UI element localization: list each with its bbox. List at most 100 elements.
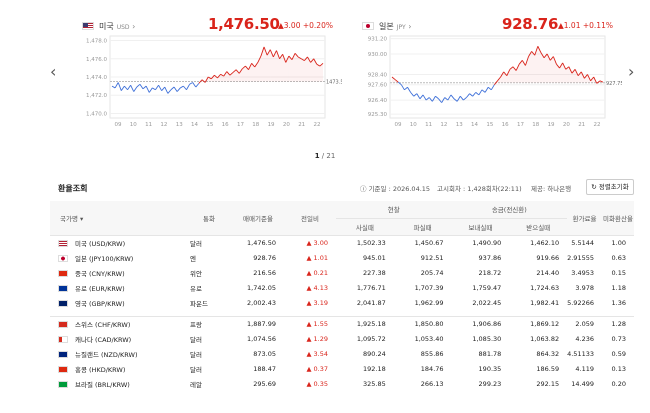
table-row[interactable]: 유로 (EUR/KRW) 유로 1,742.05 ▲ 4.13 1,776.71… (50, 280, 634, 295)
cash-buy-cell: 227.38 (363, 268, 386, 277)
series-segment (319, 62, 324, 67)
series-segment (220, 73, 224, 77)
series-segment (587, 74, 591, 82)
series-segment (400, 84, 405, 91)
series-segment (425, 97, 430, 101)
series-segment (453, 98, 458, 102)
change-cell: ▲ 3.19 (306, 298, 328, 307)
area-fill (534, 46, 538, 83)
series-segment (232, 69, 237, 73)
country-name[interactable]: 일본 (JPY100/KRW) (75, 254, 134, 263)
series-segment (204, 76, 209, 83)
series-segment (120, 85, 125, 91)
area-fill (519, 60, 523, 83)
cash-sell-cell: 1,962.99 (414, 298, 444, 307)
base-rate-cell: 188.47 (253, 364, 276, 373)
wire-send-cell: 1,490.90 (472, 238, 502, 247)
wire-recv-cell: 214.40 (536, 268, 560, 277)
wire-send-cell: 937.86 (478, 253, 502, 262)
flag-icon (58, 255, 68, 262)
series-segment (571, 69, 576, 74)
flag-icon (58, 321, 68, 329)
table-row[interactable]: 미국 (USD/KRW) 달러 1,476.50 ▲ 3.00 1,502.33… (50, 235, 634, 250)
col-usd-conv: 미화환산율 (602, 201, 634, 236)
area-fill (544, 53, 548, 83)
table-row[interactable]: 일본 (JPY100/KRW) 엔 928.76 ▲ 1.01 945.01 9… (50, 250, 634, 265)
cash-buy-cell: 1,776.71 (356, 283, 386, 292)
x-tick-label: 20 (563, 122, 570, 128)
country-name[interactable]: 스위스 (CHF/KRW) (75, 320, 131, 329)
area-fill (537, 46, 541, 83)
cash-sell-cell: 1,450.67 (414, 238, 444, 247)
table-row[interactable]: 브라질 (BRL/KRW) 레알 295.69 ▲ 0.35 325.85 26… (50, 376, 634, 391)
series-segment (201, 79, 206, 83)
carousel-next-button[interactable]: › (628, 62, 635, 81)
area-fill (559, 62, 563, 83)
area-fill (267, 49, 271, 82)
table-row[interactable]: 스위스 (CHF/KRW) 프랑 1,887.99 ▲ 1.55 1,925.1… (50, 316, 634, 331)
area-fill (205, 77, 209, 83)
table-row[interactable]: 홍콩 (HKD/KRW) 달러 188.47 ▲ 0.37 192.18 184… (50, 361, 634, 376)
country-name[interactable]: 유로 (EUR/KRW) (75, 284, 125, 293)
jpy-card[interactable]: 일본 JPY › 928.76 ▲1.01 +0.11% 931.20 930.00… (360, 8, 622, 128)
currency-cell: 프랑 (190, 320, 202, 329)
usd-card[interactable]: 미국 USD › 1,476.50 ▲3.00 +0.20% 1,478.0 1,4… (80, 8, 342, 128)
series-segment (214, 74, 218, 79)
x-tick-label: 12 (160, 122, 167, 128)
commission-cell: 3.978 (575, 283, 594, 292)
flag-icon (58, 381, 68, 388)
table-row[interactable]: 캐나다 (CAD/KRW) 달러 1,074.56 ▲ 1.29 1,095.7… (50, 331, 634, 346)
country-name[interactable]: 브라질 (BRL/KRW) (75, 380, 130, 389)
series-segment (192, 82, 197, 88)
area-fill (301, 58, 305, 82)
country-name[interactable]: 홍콩 (HKD/KRW) (75, 365, 126, 374)
x-tick-label: 13 (456, 122, 463, 128)
country-name[interactable]: 중국 (CNY/KRW) (75, 269, 125, 278)
series-segment (463, 97, 467, 101)
area-fill (276, 50, 280, 82)
cash-sell-cell: 184.76 (420, 364, 444, 373)
area-fill (562, 62, 566, 83)
usd-conv-cell: 0.59 (611, 349, 626, 358)
series-segment (145, 85, 150, 93)
reset-sort-button[interactable]: ↻ 정렬초기화 (586, 179, 634, 195)
area-fill (236, 69, 240, 82)
area-fill (233, 69, 237, 82)
country-name[interactable]: 뉴질랜드 (NZD/KRW) (75, 350, 138, 359)
table-row[interactable]: 중국 (CNY/KRW) 위안 216.56 ▲ 0.21 227.38 205… (50, 265, 634, 280)
area-fill (506, 69, 510, 83)
cash-buy-cell: 192.18 (363, 364, 386, 373)
country-name[interactable]: 미국 (USD/KRW) (75, 239, 126, 248)
series-segment (136, 83, 141, 88)
series-segment (521, 60, 526, 66)
table-row[interactable]: 뉴질랜드 (NZD/KRW) 달러 873.05 ▲ 3.54 890.24 8… (50, 346, 634, 361)
series-segment (235, 69, 240, 74)
series-segment (512, 66, 517, 71)
base-rate-cell: 1,742.05 (247, 283, 276, 292)
series-segment (189, 82, 193, 85)
area-fill (251, 63, 255, 82)
series-segment (269, 49, 274, 58)
area-fill (208, 77, 212, 82)
carousel-prev-button[interactable]: ‹ (50, 62, 57, 81)
wire-recv-cell: 1,063.82 (530, 334, 560, 343)
series-segment (431, 95, 436, 102)
series-segment (577, 71, 582, 77)
card-price: 928.76 (502, 15, 559, 33)
series-segment (503, 71, 508, 77)
area-fill (509, 66, 514, 83)
y-tick-label: 927.60 (368, 83, 388, 89)
series-segment (397, 81, 402, 86)
table-row[interactable]: 영국 (GBP/KRW) 파운드 2,002.43 ▲ 3.19 2,041.8… (50, 295, 634, 310)
series-segment (183, 85, 187, 91)
area-fill (319, 63, 323, 82)
country-name[interactable]: 영국 (GBP/KRW) (75, 299, 125, 308)
country-name[interactable]: 캐나다 (CAD/KRW) (75, 335, 132, 344)
series-segment (515, 63, 520, 71)
col-wire: 송금(전신환) (451, 201, 568, 219)
col-country[interactable]: 국가명 ▾ (50, 201, 186, 236)
series-segment (223, 71, 228, 77)
y-tick-label: 925.30 (368, 112, 388, 118)
series-segment (139, 84, 144, 90)
flag-icon (58, 240, 68, 248)
